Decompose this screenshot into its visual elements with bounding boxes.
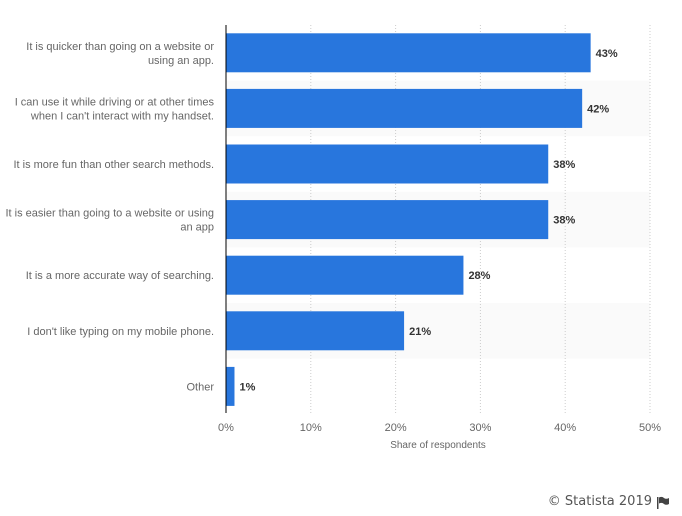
credit-text: © Statista 2019 — [547, 494, 652, 509]
category-label: Other — [186, 381, 214, 393]
bar[interactable] — [226, 255, 464, 295]
data-label: 21% — [409, 326, 431, 338]
data-label: 38% — [553, 215, 575, 227]
bar[interactable] — [226, 88, 583, 128]
bar[interactable] — [226, 33, 591, 73]
x-tick-label: 30% — [469, 422, 491, 434]
category-label: It is a more accurate way of searching. — [26, 270, 214, 282]
data-label: 42% — [587, 103, 609, 115]
bar[interactable] — [226, 311, 405, 351]
category-label: I can use it while driving or at other t… — [15, 96, 215, 108]
category-label: It is easier than going to a website or … — [5, 208, 214, 220]
bar[interactable] — [226, 200, 549, 240]
data-label: 28% — [468, 270, 490, 282]
flag-icon — [657, 496, 669, 509]
x-axis-title: Share of respondents — [390, 440, 486, 451]
bar[interactable] — [226, 366, 235, 406]
bar[interactable] — [226, 144, 549, 184]
category-label: an app — [180, 222, 214, 234]
data-label: 38% — [553, 159, 575, 171]
x-tick-label: 40% — [554, 422, 576, 434]
x-tick-label: 0% — [218, 422, 234, 434]
category-label: It is more fun than other search methods… — [13, 159, 214, 171]
data-label: 43% — [596, 48, 618, 60]
category-label: using an app. — [148, 55, 214, 67]
data-label: 1% — [239, 381, 255, 393]
statista-credit[interactable]: © Statista 2019 — [548, 494, 670, 510]
x-tick-label: 50% — [639, 422, 661, 434]
category-label: I don't like typing on my mobile phone. — [27, 326, 214, 338]
category-label: when I can't interact with my handset. — [30, 110, 214, 122]
category-label: It is quicker than going on a website or — [26, 41, 214, 53]
x-tick-label: 10% — [300, 422, 322, 434]
x-tick-label: 20% — [385, 422, 407, 434]
